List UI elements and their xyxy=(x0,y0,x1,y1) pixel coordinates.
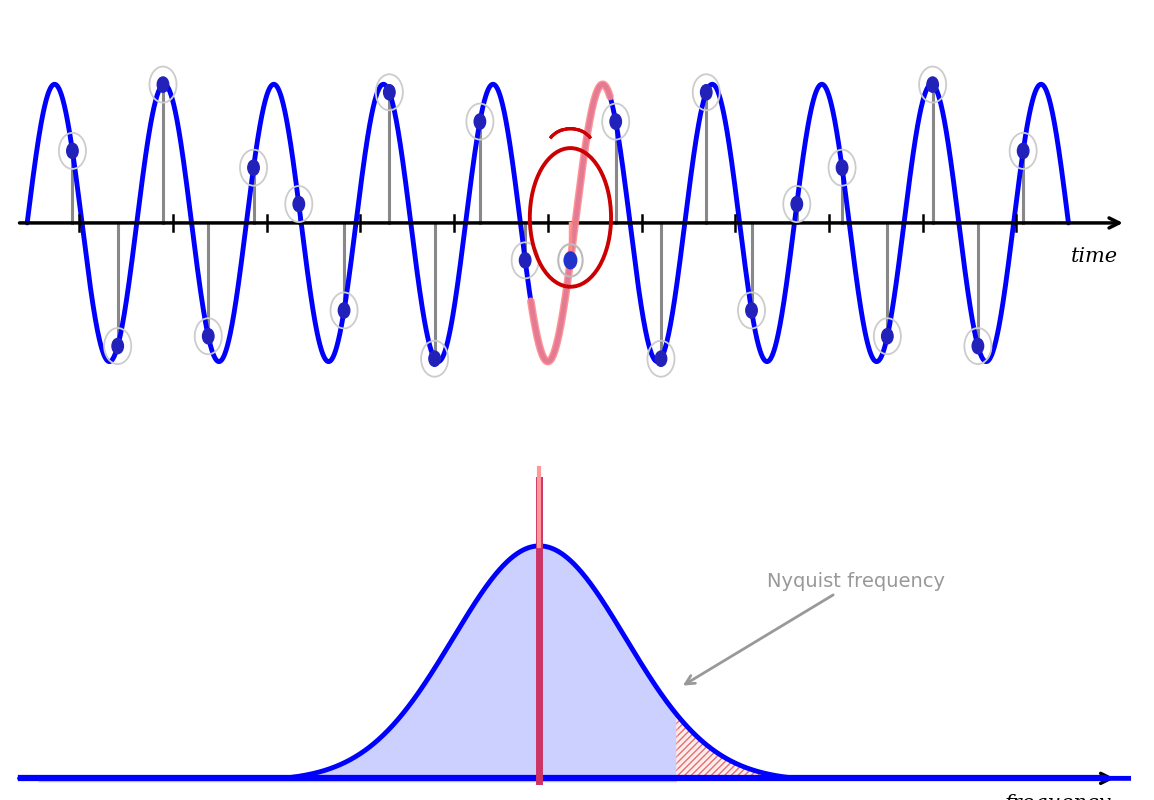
Circle shape xyxy=(1018,143,1029,158)
Circle shape xyxy=(745,303,757,318)
Circle shape xyxy=(882,329,893,344)
Circle shape xyxy=(700,85,712,100)
Circle shape xyxy=(202,329,213,344)
Circle shape xyxy=(429,351,441,366)
Circle shape xyxy=(655,351,667,366)
Text: Nyquist frequency: Nyquist frequency xyxy=(685,572,945,684)
Text: frequency: frequency xyxy=(1004,794,1111,800)
Circle shape xyxy=(293,197,305,212)
Circle shape xyxy=(157,77,168,92)
Circle shape xyxy=(837,160,848,175)
Circle shape xyxy=(927,77,938,92)
Circle shape xyxy=(383,85,395,100)
Circle shape xyxy=(474,114,486,130)
Circle shape xyxy=(519,253,531,268)
Circle shape xyxy=(564,252,577,269)
Circle shape xyxy=(338,303,350,318)
Circle shape xyxy=(248,160,260,175)
Circle shape xyxy=(610,114,622,130)
Circle shape xyxy=(67,143,78,158)
Text: time: time xyxy=(1071,246,1118,266)
Circle shape xyxy=(792,197,802,212)
Circle shape xyxy=(112,338,123,354)
Circle shape xyxy=(972,338,983,354)
